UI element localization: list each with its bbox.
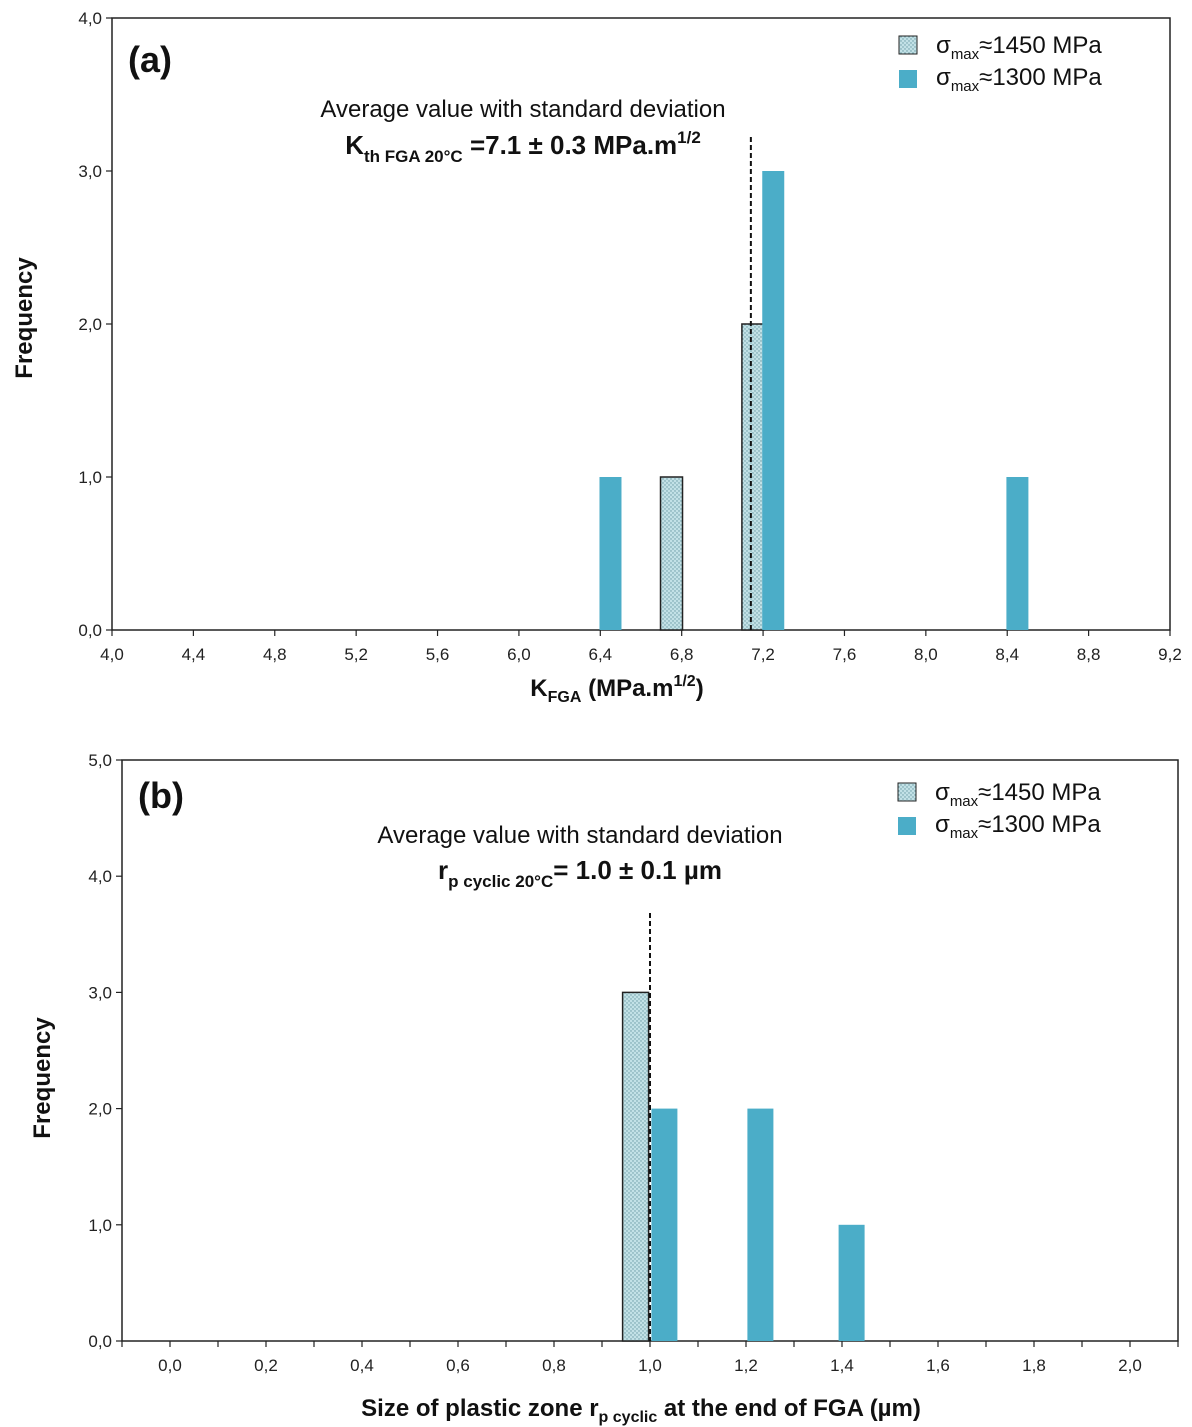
x-tick-label: 1,8 bbox=[1022, 1356, 1046, 1375]
legend: σmax≈1450 MPa σmax≈1300 MPa bbox=[898, 32, 1102, 95]
chart-panel-a: 0,0 1,0 2,0 3,0 4,0 4,0 4,4 4,8 5,2 5,6 6,0 6,4 6,8… bbox=[11, 9, 1182, 706]
y-axis-ticks: 0,0 1,0 2,0 3,0 4,0 5,0 bbox=[88, 751, 122, 1351]
y-tick-label: 1,0 bbox=[88, 1216, 112, 1235]
y-tick-label: 2,0 bbox=[78, 315, 102, 334]
y-tick-label: 0,0 bbox=[88, 1332, 112, 1351]
x-tick-label: 1,4 bbox=[830, 1356, 854, 1375]
x-axis-title: KFGA (MPa.m1/2) bbox=[530, 673, 703, 706]
legend: σmax≈1450 MPa σmax≈1300 MPa bbox=[897, 779, 1101, 842]
x-tick-label: 5,2 bbox=[344, 645, 368, 664]
x-tick-label: 4,8 bbox=[263, 645, 287, 664]
panel-label: (b) bbox=[138, 775, 184, 816]
bars-group bbox=[599, 171, 1029, 631]
y-tick-label: 0,0 bbox=[78, 621, 102, 640]
bar-sigma-1450-1 bbox=[741, 323, 765, 631]
y-tick-label: 5,0 bbox=[88, 751, 112, 770]
x-axis-title: Size of plastic zone rp cyclic at the en… bbox=[361, 1395, 921, 1426]
bar-sigma-1300-2 bbox=[1006, 477, 1029, 630]
x-tick-label: 4,4 bbox=[182, 645, 206, 664]
x-tick-label: 1,0 bbox=[638, 1356, 662, 1375]
annotation-line1: Average value with standard deviation bbox=[320, 96, 725, 123]
y-tick-label: 3,0 bbox=[78, 162, 102, 181]
annotation-value: rp cyclic 20°C= 1.0 ± 0.1 µm bbox=[438, 855, 722, 891]
x-tick-label: 6,4 bbox=[588, 645, 612, 664]
annotation-value: Kth FGA 20°C =7.1 ± 0.3 MPa.m1/2 bbox=[345, 128, 701, 166]
legend-label-1450: σmax≈1450 MPa bbox=[935, 779, 1101, 810]
x-tick-label: 5,6 bbox=[426, 645, 450, 664]
x-tick-label: 7,2 bbox=[751, 645, 775, 664]
panel-label: (a) bbox=[128, 39, 172, 80]
x-tick-label: 1,2 bbox=[734, 1356, 758, 1375]
x-tick-label: 1,6 bbox=[926, 1356, 950, 1375]
x-tick-label: 6,8 bbox=[670, 645, 694, 664]
bar-sigma-1300-1 bbox=[747, 1108, 774, 1341]
legend-label-1450: σmax≈1450 MPa bbox=[936, 32, 1102, 63]
x-axis-ticks: 4,0 4,4 4,8 5,2 5,6 6,0 6,4 6,8 7,2 7,6 8,0 8,4 8,8 9… bbox=[100, 630, 1182, 664]
bars-group bbox=[621, 991, 865, 1342]
legend-swatch-1450 bbox=[898, 35, 918, 55]
y-axis-title: Frequency bbox=[29, 1017, 56, 1139]
y-axis-title: Frequency bbox=[11, 257, 38, 379]
x-tick-label: 9,2 bbox=[1158, 645, 1182, 664]
chart-panel-b: 0,0 1,0 2,0 3,0 4,0 5,0 0,0 0,2 0,4 0,6 0,8 1,0 1,2… bbox=[29, 751, 1179, 1426]
bar-sigma-1300-0 bbox=[599, 477, 622, 630]
x-tick-label: 0,6 bbox=[446, 1356, 470, 1375]
x-tick-label: 8,4 bbox=[995, 645, 1019, 664]
x-tick-label: 0,4 bbox=[350, 1356, 374, 1375]
legend-swatch-1300 bbox=[899, 70, 917, 88]
x-tick-label: 7,6 bbox=[833, 645, 857, 664]
y-tick-label: 1,0 bbox=[78, 468, 102, 487]
x-tick-label: 0,0 bbox=[158, 1356, 182, 1375]
legend-swatch-1300 bbox=[898, 817, 916, 835]
y-tick-label: 2,0 bbox=[88, 1100, 112, 1119]
bar-sigma-1300-1 bbox=[762, 171, 785, 630]
x-axis-ticks: 0,0 0,2 0,4 0,6 0,8 1,0 1,2 1,4 1,6 1,8 2,0 bbox=[121, 1341, 1179, 1375]
x-tick-label: 0,2 bbox=[254, 1356, 278, 1375]
x-tick-label: 8,0 bbox=[914, 645, 938, 664]
bar-sigma-1450-0 bbox=[659, 476, 684, 631]
y-tick-label: 4,0 bbox=[78, 9, 102, 28]
bar-sigma-1450-0 bbox=[621, 991, 650, 1342]
x-tick-label: 8,8 bbox=[1077, 645, 1101, 664]
bar-sigma-1300-2 bbox=[838, 1224, 865, 1341]
x-tick-label: 6,0 bbox=[507, 645, 531, 664]
y-tick-label: 3,0 bbox=[88, 983, 112, 1002]
y-tick-label: 4,0 bbox=[88, 867, 112, 886]
x-tick-label: 2,0 bbox=[1118, 1356, 1142, 1375]
x-tick-label: 4,0 bbox=[100, 645, 124, 664]
legend-label-1300: σmax≈1300 MPa bbox=[936, 64, 1102, 95]
legend-label-1300: σmax≈1300 MPa bbox=[935, 811, 1101, 842]
bar-sigma-1300-0 bbox=[651, 1108, 678, 1341]
x-tick-label: 0,8 bbox=[542, 1356, 566, 1375]
annotation-line1: Average value with standard deviation bbox=[377, 822, 782, 849]
y-axis-ticks: 0,0 1,0 2,0 3,0 4,0 bbox=[78, 9, 112, 640]
legend-swatch-1450 bbox=[897, 782, 917, 802]
